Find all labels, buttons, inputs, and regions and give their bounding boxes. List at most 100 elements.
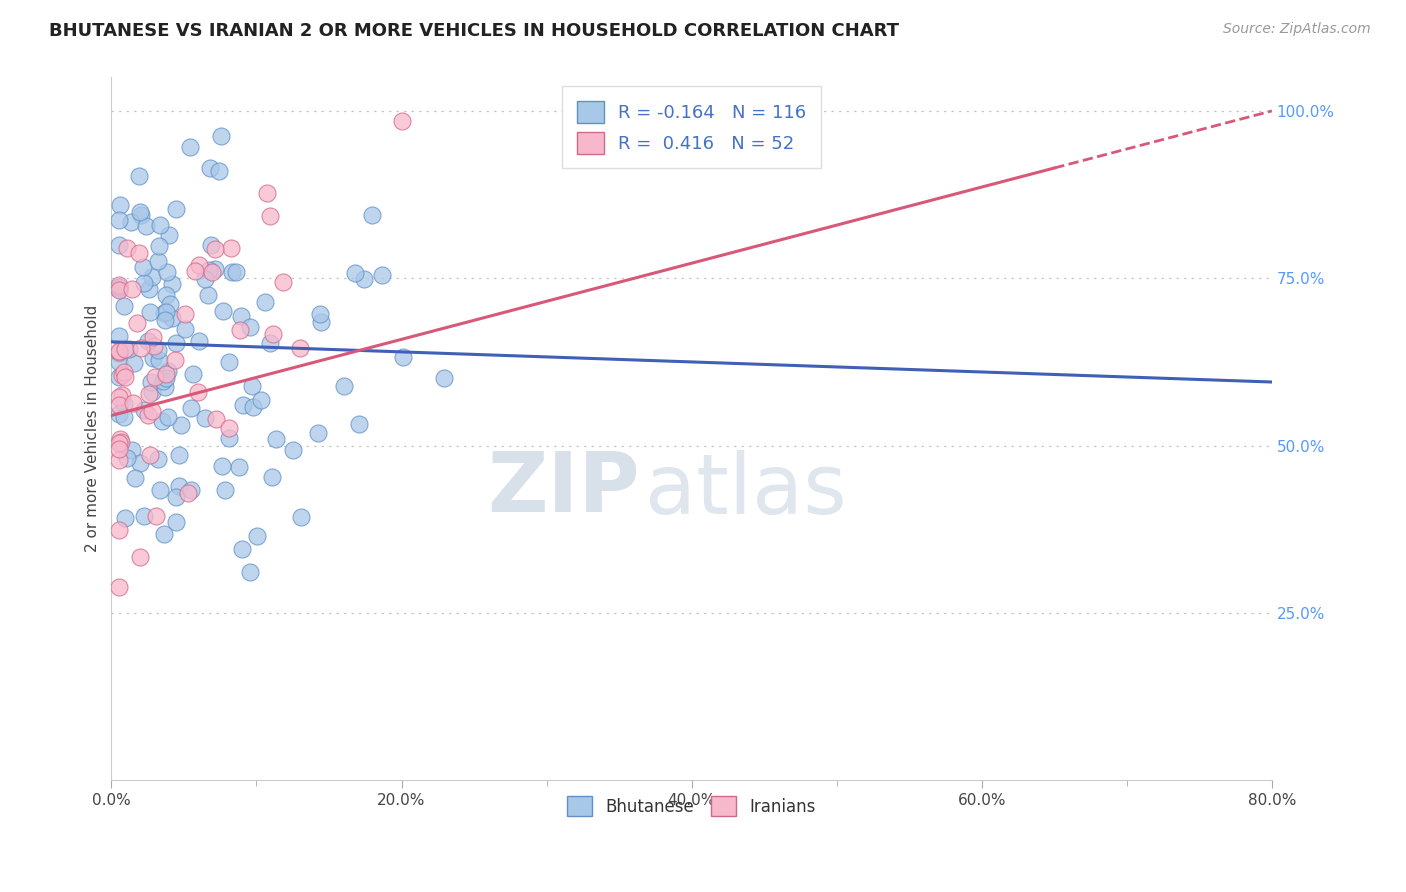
Point: [259, 209, 281, 223]
Point: [108, 432, 131, 446]
Point: [281, 442, 304, 457]
Point: [307, 426, 329, 441]
Point: [107, 279, 129, 293]
Point: [197, 287, 219, 301]
Point: [134, 508, 156, 523]
Point: [128, 456, 150, 470]
Point: [110, 435, 132, 450]
Point: [231, 309, 253, 323]
Point: [132, 403, 155, 417]
Point: [167, 479, 190, 493]
Point: [156, 364, 179, 378]
Point: [155, 371, 177, 385]
Point: [225, 265, 247, 279]
Point: [204, 412, 226, 426]
Point: [122, 356, 145, 370]
Point: [128, 205, 150, 219]
Point: [156, 265, 179, 279]
Point: [114, 342, 136, 356]
Point: [176, 486, 198, 500]
Point: [221, 265, 243, 279]
Point: [131, 260, 153, 274]
Point: [180, 401, 202, 415]
Point: [112, 299, 135, 313]
Point: [107, 580, 129, 594]
Point: [160, 277, 183, 291]
Text: Source: ZipAtlas.com: Source: ZipAtlas.com: [1223, 22, 1371, 37]
Point: [107, 282, 129, 296]
Point: [333, 378, 356, 392]
Point: [155, 288, 177, 302]
Point: [218, 354, 240, 368]
Point: [169, 417, 191, 432]
Point: [264, 432, 287, 446]
Point: [309, 315, 332, 329]
Point: [159, 297, 181, 311]
Point: [201, 265, 224, 279]
Point: [148, 352, 170, 367]
Point: [107, 442, 129, 457]
Point: [129, 549, 152, 564]
Point: [391, 114, 413, 128]
Point: [260, 469, 283, 483]
Point: [146, 343, 169, 358]
Point: [253, 294, 276, 309]
Point: [361, 209, 384, 223]
Point: [273, 275, 295, 289]
Point: [174, 322, 197, 336]
Text: BHUTANESE VS IRANIAN 2 OR MORE VEHICLES IN HOUSEHOLD CORRELATION CHART: BHUTANESE VS IRANIAN 2 OR MORE VEHICLES …: [49, 22, 900, 40]
Point: [290, 509, 312, 524]
Point: [239, 320, 262, 334]
Point: [392, 350, 415, 364]
Point: [152, 374, 174, 388]
Point: [259, 336, 281, 351]
Legend: Bhutanese, Iranians: Bhutanese, Iranians: [560, 788, 824, 825]
Point: [290, 341, 312, 355]
Point: [112, 396, 135, 410]
Point: [343, 266, 366, 280]
Point: [139, 375, 162, 389]
Point: [107, 344, 129, 359]
Point: [204, 242, 226, 256]
Point: [212, 304, 235, 318]
Point: [149, 483, 172, 497]
Text: ZIP: ZIP: [486, 448, 640, 529]
Point: [107, 238, 129, 252]
Point: [165, 202, 187, 216]
Point: [188, 334, 211, 349]
Point: [153, 380, 176, 394]
Point: [208, 164, 231, 178]
Point: [146, 452, 169, 467]
Point: [157, 227, 180, 242]
Point: [165, 336, 187, 351]
Point: [219, 242, 242, 256]
Point: [214, 483, 236, 498]
Point: [142, 351, 165, 366]
Point: [184, 264, 207, 278]
Point: [232, 399, 254, 413]
Point: [229, 323, 252, 337]
Point: [107, 213, 129, 227]
Point: [108, 198, 131, 212]
Point: [118, 343, 141, 357]
Point: [107, 277, 129, 292]
Point: [121, 442, 143, 457]
Point: [150, 414, 173, 428]
Point: [228, 460, 250, 475]
Point: [204, 262, 226, 277]
Text: atlas: atlas: [645, 450, 846, 532]
Point: [181, 367, 204, 381]
Point: [347, 417, 370, 431]
Point: [211, 459, 233, 474]
Point: [262, 327, 284, 342]
Point: [139, 449, 162, 463]
Point: [128, 169, 150, 183]
Point: [240, 379, 263, 393]
Point: [122, 396, 145, 410]
Point: [132, 276, 155, 290]
Point: [180, 483, 202, 497]
Point: [139, 305, 162, 319]
Point: [231, 541, 253, 556]
Point: [141, 269, 163, 284]
Point: [200, 161, 222, 175]
